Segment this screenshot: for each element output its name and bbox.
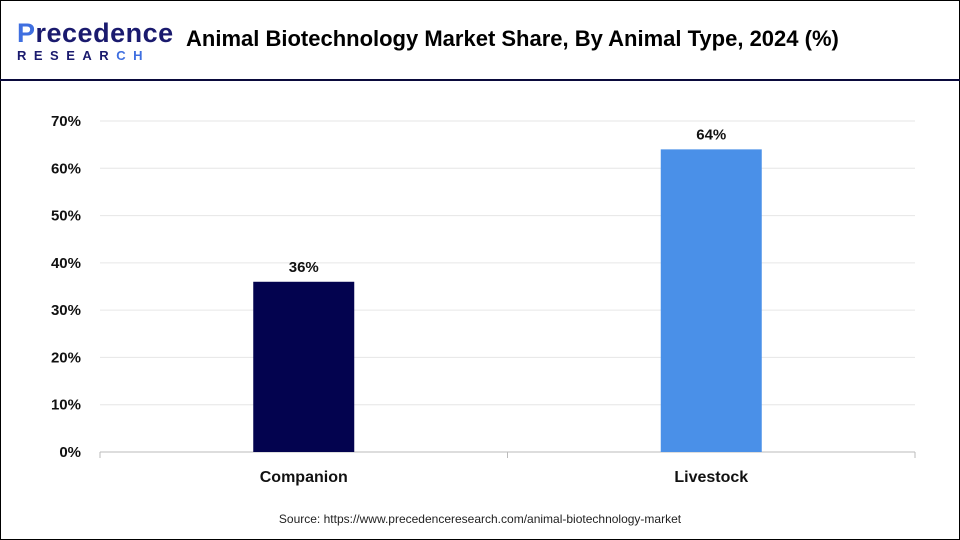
logo-line1: Precedence [17,18,174,48]
y-tick-label: 30% [51,302,81,319]
data-label: 64% [696,126,726,143]
y-tick-label: 40% [51,255,81,272]
header: Precedence RESEARCH Animal Biotechnology… [0,0,960,81]
y-tick-label: 60% [51,160,81,177]
precedence-research-logo: Precedence RESEARCH [17,18,174,64]
bar-companion [253,281,355,452]
y-tick-label: 50% [51,208,81,225]
y-tick-label: 70% [51,113,81,130]
bar-livestock [660,149,762,452]
y-tick-label: 20% [51,349,81,366]
source-text: Source: https://www.precedenceresearch.c… [278,512,682,526]
data-label: 36% [289,259,319,276]
logo-line2: RESEARCH [17,48,150,63]
y-tick-label: 10% [51,397,81,414]
y-tick-label: 0% [59,444,81,461]
x-tick-label: Livestock [674,469,748,486]
chart-title: Animal Biotechnology Market Share, By An… [186,26,839,51]
x-tick-label: Companion [260,469,348,486]
